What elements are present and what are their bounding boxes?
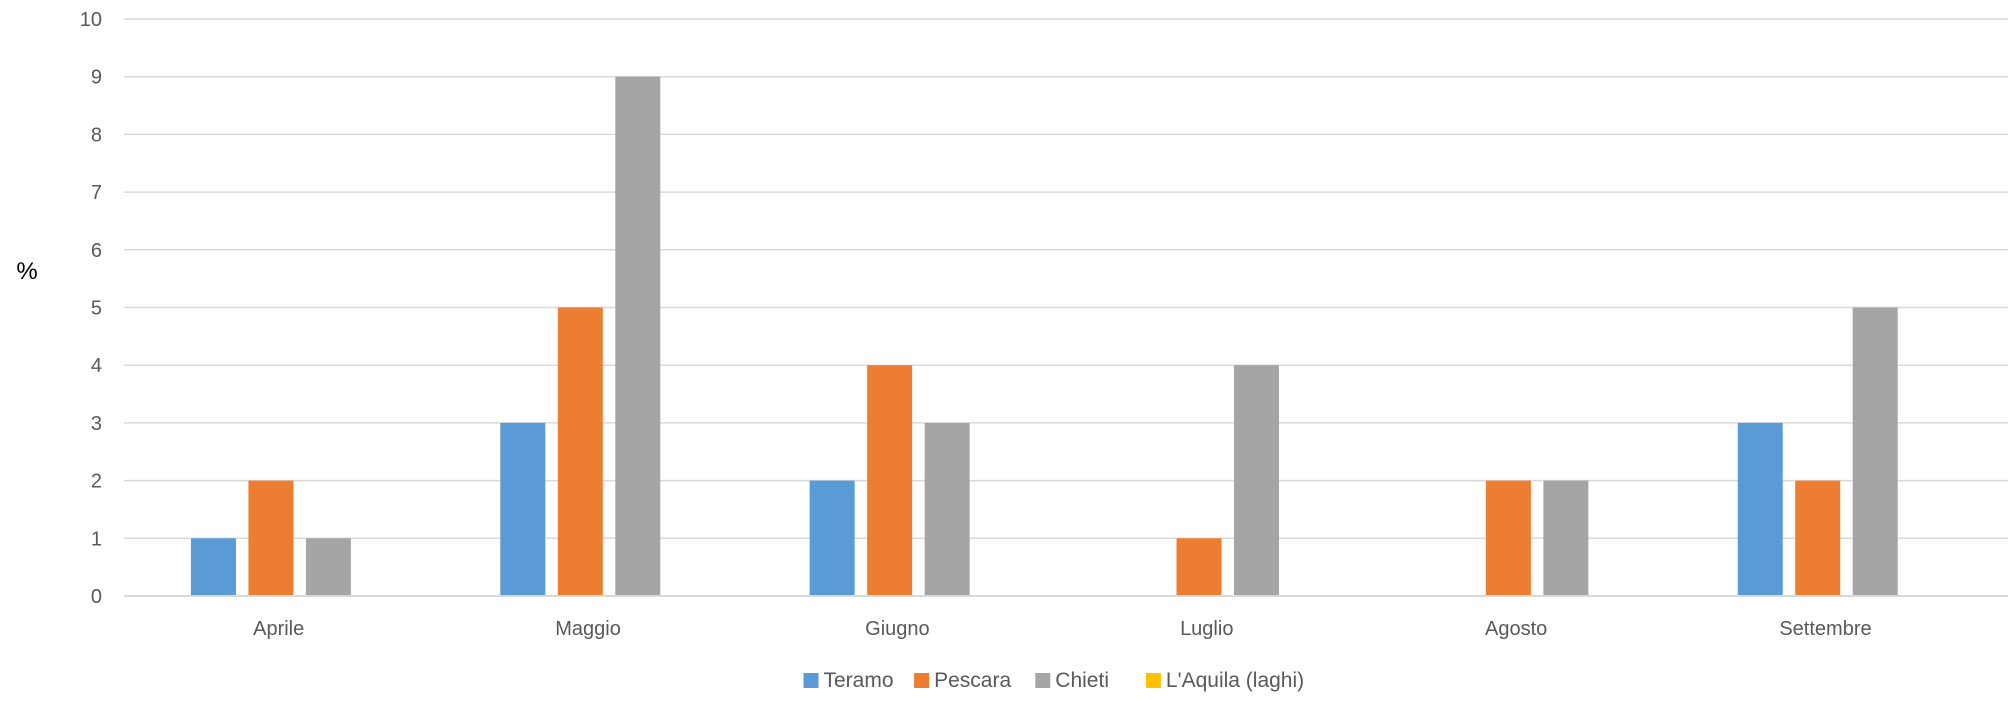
y-tick-label: 8 [91,124,102,146]
bar-teramo-settembre [1737,422,1783,596]
legend-label: L'Aquila (laghi) [1166,669,1304,692]
bar-chieti-maggio [615,76,661,596]
y-tick-label: 1 [91,528,102,550]
y-tick-label: 9 [91,67,102,89]
y-tick-label: 5 [91,298,102,320]
y-tick-label: 6 [91,240,102,262]
y-tick-label: 4 [91,355,102,377]
y-axis-label: % [16,258,37,285]
bar-pescara-maggio [557,307,603,596]
x-tick-labels: Aprile Maggio Giugno Luglio Agosto Settembre [253,618,1872,640]
bar-teramo-giugno [809,480,855,596]
x-tick-label: Settembre [1779,618,1871,640]
bars [190,76,1898,596]
bar-pescara-giugno [867,365,913,596]
bar-pescara-agosto [1485,480,1531,596]
y-tick-label: 3 [91,413,102,435]
legend-swatch [803,673,819,688]
bar-pescara-settembre [1795,480,1841,596]
bar-teramo-aprile [190,538,236,596]
y-tick-label: 7 [91,182,102,204]
y-tick-label: 0 [91,586,102,608]
bar-pescara-luglio [1176,538,1222,596]
y-tick-label: 2 [91,471,102,493]
x-tick-label: Luglio [1180,618,1233,640]
gridlines [124,18,2008,540]
bar-pescara-aprile [248,480,294,596]
y-tick-labels: 0 1 2 3 4 5 6 7 8 9 10 [80,9,102,608]
x-tick-label: Agosto [1485,618,1547,640]
legend-swatch [1035,673,1051,688]
bar-chieti-giugno [924,422,970,596]
y-tick-label: 10 [80,9,102,31]
x-tick-label: Aprile [253,618,304,640]
bar-chieti-settembre [1852,307,1898,596]
legend-label: Teramo [824,669,894,692]
bar-chieti-luglio [1234,365,1280,596]
legend-label: Chieti [1055,669,1109,692]
bar-teramo-maggio [500,422,546,596]
bar-chieti-agosto [1543,480,1589,596]
legend: Teramo Pescara Chieti L'Aquila (laghi) [803,669,1304,692]
legend-label: Pescara [934,669,1011,692]
bar-chieti-aprile [305,538,351,596]
legend-swatch [1145,673,1161,688]
legend-swatch [914,673,930,688]
x-tick-label: Giugno [865,618,930,640]
x-tick-label: Maggio [555,618,621,640]
